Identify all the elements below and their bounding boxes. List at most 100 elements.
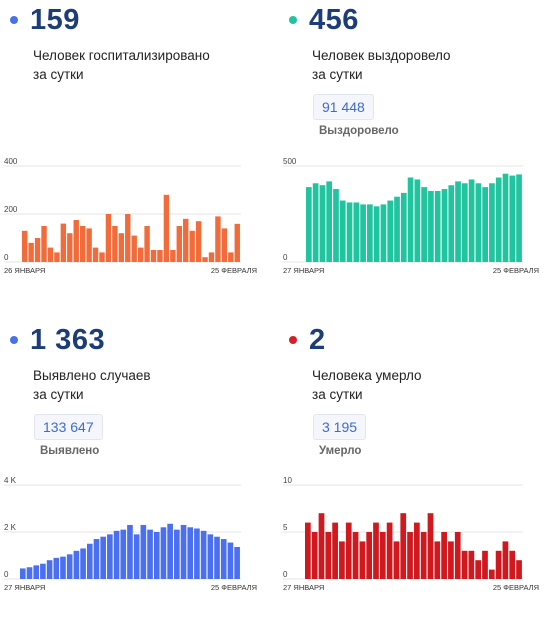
bar: [147, 529, 153, 579]
bar: [127, 524, 133, 579]
y-tick-label: 4 K: [4, 476, 17, 485]
bar: [414, 522, 420, 579]
metric-description-line2: за сутки: [33, 67, 84, 82]
total-value: 3 195: [313, 414, 367, 440]
bar: [495, 177, 502, 262]
metric-number: 2: [309, 324, 326, 356]
y-tick-label: 0: [283, 253, 288, 262]
y-tick-label: 0: [4, 253, 9, 262]
bar: [176, 226, 182, 262]
indicator-dot: [289, 336, 297, 344]
bar: [428, 190, 434, 262]
metric-description: Выявлено случаев за сутки: [33, 366, 253, 404]
bar: [448, 541, 454, 579]
metric-description-line1: Выявлено случаев: [33, 368, 151, 383]
bar: [516, 560, 522, 579]
metric-description: Человек выздоровело за сутки: [312, 46, 532, 84]
metric-description-line2: за сутки: [312, 387, 363, 402]
total-label: Выявлено: [40, 445, 100, 457]
bar: [502, 541, 509, 579]
bar: [215, 216, 221, 262]
y-tick-label: 500: [283, 157, 297, 166]
bar: [125, 214, 131, 262]
bar: [448, 185, 455, 262]
bar: [502, 173, 509, 262]
x-end-label: 25 ФЕВРАЛЯ: [493, 266, 539, 275]
bar: [227, 542, 234, 579]
bar: [228, 252, 234, 262]
bar: [60, 556, 66, 579]
x-end-label: 25 ФЕВРАЛЯ: [211, 583, 257, 592]
y-tick-label: 400: [4, 157, 18, 166]
chart-hospitalized: 0 200 400 26 ЯНВАРЯ 25 ФЕВРАЛЯ: [4, 157, 257, 275]
total-value: 91 448: [313, 94, 374, 120]
bar: [326, 181, 333, 262]
bar: [367, 204, 373, 262]
bar: [393, 541, 400, 579]
y-tick-label: 0: [4, 570, 9, 579]
x-start-label: 26 ЯНВАРЯ: [4, 266, 45, 275]
bar: [325, 532, 332, 579]
bar: [194, 528, 200, 579]
bar: [202, 257, 208, 262]
bar: [93, 539, 100, 579]
bar: [140, 524, 147, 579]
chart-recovered: 0 500 27 ЯНВАРЯ 25 ФЕВРАЛЯ: [283, 157, 539, 275]
panel-recovered: 456 Человек выздоровело за сутки 91 448 …: [279, 0, 549, 300]
metric-description: Человека умерло за сутки: [312, 366, 532, 404]
bar: [26, 567, 33, 579]
bar: [305, 522, 311, 579]
panel-hospitalized: 159 Человек госпитализировано за сутки 0…: [0, 0, 270, 300]
bar: [150, 250, 157, 262]
bar: [221, 228, 228, 262]
bar: [339, 541, 345, 579]
chart-deaths: 0 5 10 27 ЯНВАРЯ 25 ФЕВРАЛЯ: [283, 476, 539, 592]
bar: [157, 250, 163, 262]
metric-description-line1: Человек выздоровело: [312, 48, 451, 63]
bar: [366, 532, 373, 579]
x-start-label: 27 ЯНВАРЯ: [283, 583, 324, 592]
metric-description-line1: Человек госпитализировано: [33, 48, 210, 63]
bar: [407, 532, 413, 579]
bar: [312, 183, 319, 262]
bar: [100, 536, 106, 579]
bar: [131, 235, 137, 262]
bar: [34, 238, 41, 262]
bar: [234, 223, 240, 262]
x-start-label: 27 ЯНВАРЯ: [283, 266, 324, 275]
bar: [386, 522, 393, 579]
bar: [153, 532, 160, 579]
bar: [113, 530, 120, 579]
bar: [454, 532, 461, 579]
bar: [60, 223, 67, 262]
metric-description: Человек госпитализировано за сутки: [33, 46, 253, 84]
bar: [482, 187, 489, 262]
bar: [345, 522, 352, 579]
bar: [461, 550, 468, 579]
bar: [495, 550, 502, 579]
bar: [112, 226, 118, 262]
total-value: 133 647: [34, 414, 103, 440]
bar: [54, 252, 60, 262]
bar: [105, 214, 112, 262]
bar: [380, 204, 387, 262]
bar: [461, 183, 468, 262]
bar: [73, 220, 79, 262]
x-start-label: 27 ЯНВАРЯ: [4, 583, 45, 592]
bar: [509, 550, 516, 579]
bar: [387, 200, 394, 262]
y-tick-label: 10: [283, 476, 292, 485]
y-tick-label: 2 K: [4, 523, 17, 532]
bar: [53, 557, 60, 579]
bar: [174, 529, 180, 579]
bar: [434, 541, 441, 579]
bar: [79, 226, 86, 262]
indicator-dot: [10, 336, 18, 344]
bar: [189, 230, 195, 262]
bar: [167, 523, 173, 579]
bar: [482, 550, 488, 579]
x-end-label: 25 ФЕВРАЛЯ: [211, 266, 257, 275]
bar: [400, 513, 407, 579]
bar: [332, 522, 338, 579]
bar: [319, 185, 326, 262]
